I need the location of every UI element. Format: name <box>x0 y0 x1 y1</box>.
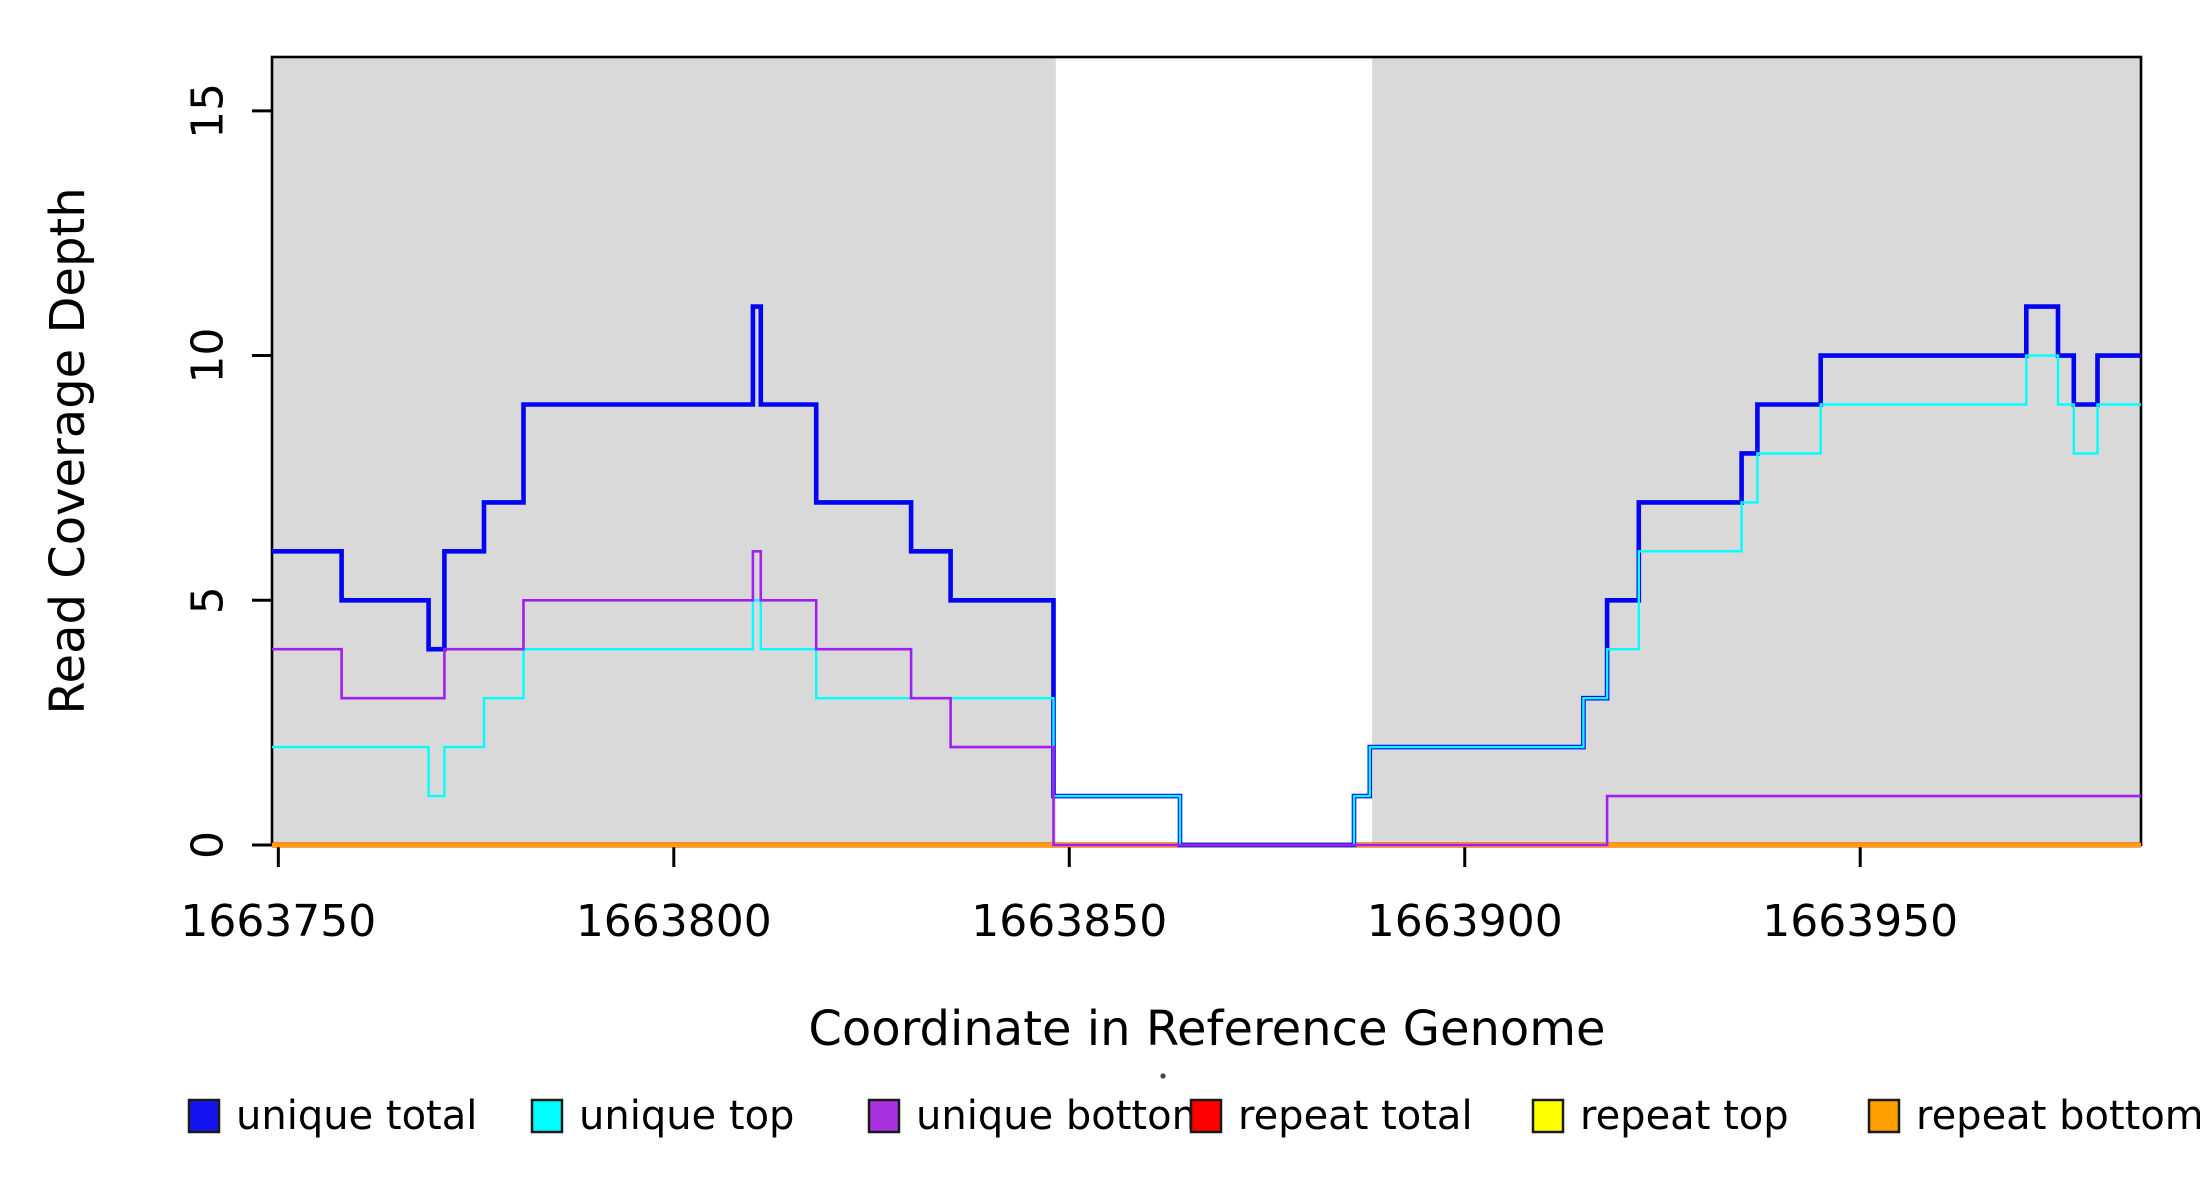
stray-dot <box>1160 1073 1166 1079</box>
legend-swatch <box>1531 1098 1565 1134</box>
y-tick-label: 0 <box>182 831 233 859</box>
legend-item-label: repeat total <box>1238 1093 1473 1139</box>
repeat-shading-layer <box>272 57 2141 845</box>
y-tick-label: 5 <box>182 586 233 614</box>
legend-item-unique-top: unique top <box>530 1093 794 1139</box>
legend-item-repeat-top: repeat top <box>1531 1093 1789 1139</box>
series-line-unique-top <box>272 354 2141 847</box>
legend-swatch <box>187 1098 221 1134</box>
y-tick-label: 10 <box>182 328 233 384</box>
legend-swatch <box>1189 1098 1223 1134</box>
legend: unique total unique top unique bottom repea… <box>187 1093 2200 1139</box>
x-tick-label: 1663850 <box>971 896 1167 947</box>
x-axis-title: Coordinate in Reference Genome <box>808 1001 1605 1057</box>
legend-item-repeat-bottom: repeat bottom <box>1867 1093 2200 1139</box>
series-lines-layer <box>272 304 2141 848</box>
axis-labels-layer: Coordinate in Reference Genome Read Cove… <box>40 187 1606 1057</box>
x-tick-label: 1663800 <box>576 896 772 947</box>
legend-item-label: repeat top <box>1580 1093 1789 1139</box>
legend-item-unique-total: unique total <box>187 1093 477 1139</box>
legend-swatch <box>530 1098 564 1134</box>
legend-item-label: unique bottom <box>916 1093 1211 1139</box>
x-tick-label: 1663950 <box>1762 896 1958 947</box>
series-line-unique-bottom <box>272 550 2141 847</box>
legend-swatch <box>1867 1098 1901 1134</box>
legend-item-unique-bottom: unique bottom <box>867 1093 1211 1139</box>
y-tick-label: 15 <box>182 83 233 139</box>
x-tick-label: 1663750 <box>180 896 376 947</box>
axis-ticks-layer: 0 5 10 15 1663750 1663800 1663850 1663900 166395… <box>180 83 1958 947</box>
annotations-layer <box>1160 1073 1166 1079</box>
legend-swatch <box>867 1098 901 1134</box>
y-axis-title: Read Coverage Depth <box>40 187 96 714</box>
legend-item-label: unique total <box>236 1093 477 1139</box>
repeat-region-left <box>272 57 1056 845</box>
x-tick-label: 1663900 <box>1367 896 1563 947</box>
legend-item-label: unique top <box>579 1093 794 1139</box>
legend-item-repeat-total: repeat total <box>1189 1093 1473 1139</box>
legend-item-label: repeat bottom <box>1916 1093 2200 1139</box>
